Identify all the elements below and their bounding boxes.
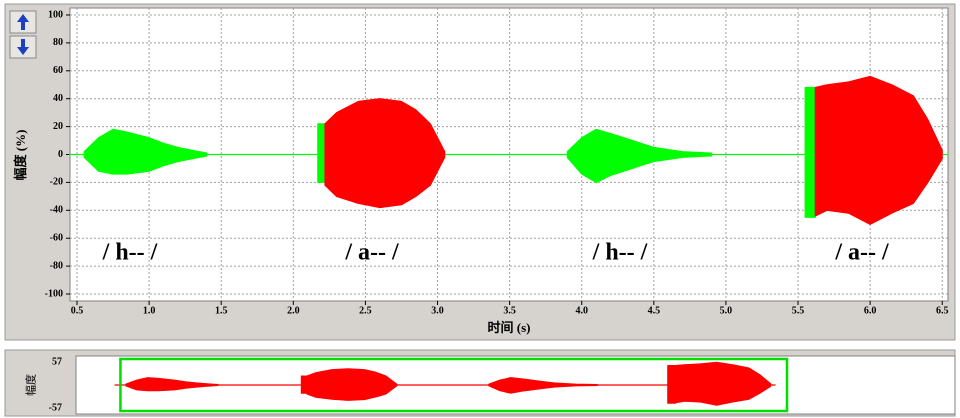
y-tick-label: -20 [50,177,63,188]
y-tick-label: -80 [50,260,63,271]
annotation: / h-- / [102,240,158,266]
waveform-envelope [300,375,308,394]
annotation: / h-- / [592,240,648,266]
x-tick-label: 5.0 [720,305,733,316]
y-tick-label: 20 [53,121,63,132]
x-tick-label: 6.5 [936,305,949,316]
y-tick-label: -40 [50,205,63,216]
y-tick-label: 0 [58,149,63,160]
waveform-envelope [324,98,446,209]
zoom-down-button[interactable] [9,35,37,59]
x-tick-label: 6.0 [864,305,877,316]
y-axis-label: 幅度 (%) [13,130,28,181]
x-tick-label: 3.5 [503,305,516,316]
y-tick-label: 80 [53,37,63,48]
x-tick-label: 0.5 [71,305,84,316]
x-axis-label: 时间 (s) [488,320,531,335]
annotation: / a-- / [834,240,889,266]
x-tick-label: 1.0 [143,305,156,316]
waveform-envelope [814,75,943,225]
overview-selection [119,357,789,413]
x-tick-label: 4.5 [648,305,661,316]
waveform-envelope [83,128,208,175]
x-tick-label: 1.5 [215,305,228,316]
waveform-envelope [667,365,677,404]
waveform-envelope [317,123,326,183]
overview-y-tick-label: 57 [52,356,62,367]
y-tick-label: -60 [50,232,63,243]
y-tick-label: 40 [53,93,63,104]
waveform-envelope [566,128,713,183]
waveform-envelope [804,86,816,218]
x-tick-label: 2.5 [359,305,372,316]
waveform-envelope [488,377,598,394]
waveform-envelope [674,361,772,406]
x-tick-label: 3.0 [431,305,444,316]
x-tick-label: 4.0 [575,305,588,316]
x-tick-label: 2.0 [287,305,300,316]
overview-y-tick-label: -57 [49,402,62,413]
y-tick-label: 100 [48,9,63,20]
y-tick-label: 60 [53,65,63,76]
zoom-up-button[interactable] [9,10,37,34]
x-tick-label: 5.5 [792,305,805,316]
overview-y-label: 幅度 [24,374,38,396]
annotation: / a-- / [344,240,399,266]
waveform-envelope [306,368,398,401]
y-tick-label: -100 [45,288,63,299]
waveform-envelope [125,377,219,392]
